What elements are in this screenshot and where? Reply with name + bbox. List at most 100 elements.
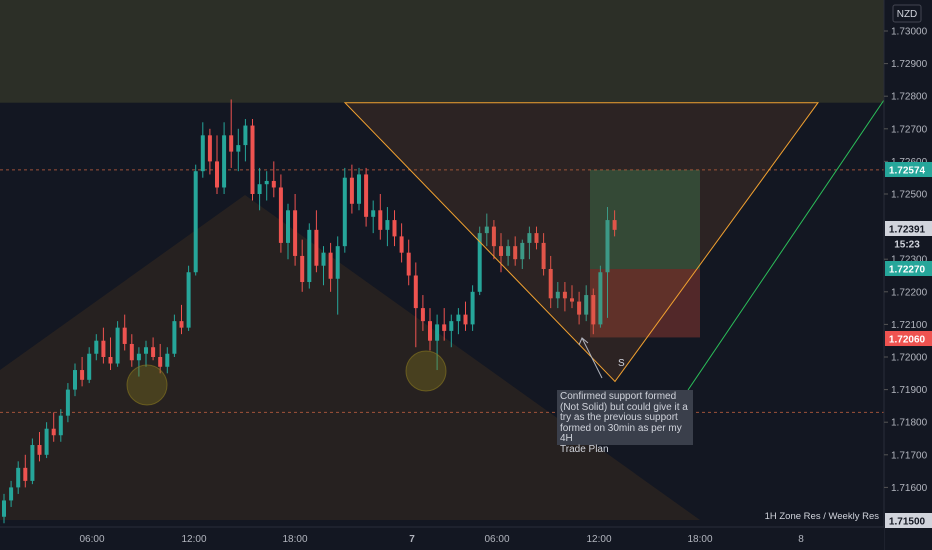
candle[interactable] bbox=[371, 200, 376, 234]
candle[interactable] bbox=[321, 246, 326, 286]
candle[interactable] bbox=[420, 295, 425, 331]
candle[interactable] bbox=[435, 314, 440, 371]
candles[interactable] bbox=[2, 99, 617, 524]
candle[interactable] bbox=[541, 233, 546, 276]
candle[interactable] bbox=[73, 363, 77, 397]
candle[interactable] bbox=[2, 493, 6, 524]
candle[interactable] bbox=[151, 337, 156, 361]
candle[interactable] bbox=[577, 291, 582, 325]
price-tag[interactable] bbox=[885, 331, 932, 346]
candle[interactable] bbox=[406, 239, 411, 286]
candle[interactable] bbox=[94, 334, 99, 361]
candle[interactable] bbox=[484, 213, 489, 247]
candle[interactable] bbox=[215, 135, 219, 194]
candle[interactable] bbox=[385, 207, 390, 247]
candle[interactable] bbox=[65, 383, 70, 423]
candle[interactable] bbox=[335, 236, 340, 315]
candle[interactable] bbox=[44, 422, 49, 459]
candle[interactable] bbox=[399, 223, 404, 263]
candle[interactable] bbox=[555, 282, 560, 309]
candle[interactable] bbox=[172, 314, 177, 357]
candle[interactable] bbox=[80, 357, 85, 387]
candle[interactable] bbox=[342, 167, 347, 253]
candle[interactable] bbox=[108, 337, 113, 371]
candle[interactable] bbox=[229, 99, 234, 168]
candle[interactable] bbox=[527, 226, 532, 260]
candle[interactable] bbox=[122, 314, 127, 351]
candle[interactable] bbox=[413, 262, 418, 348]
time-axis[interactable]: 06:00 12:00 18:00 7 06:00 12:00 18:00 8 bbox=[0, 526, 884, 550]
candle[interactable] bbox=[470, 285, 475, 331]
candle[interactable] bbox=[570, 285, 574, 309]
candle[interactable] bbox=[271, 161, 276, 198]
candle[interactable] bbox=[491, 220, 496, 260]
candle[interactable] bbox=[314, 210, 319, 273]
candle[interactable] bbox=[591, 288, 596, 335]
candle[interactable] bbox=[243, 119, 248, 162]
candle[interactable] bbox=[16, 461, 21, 494]
candle[interactable] bbox=[456, 308, 461, 335]
candle[interactable] bbox=[51, 412, 56, 442]
candle[interactable] bbox=[463, 301, 468, 331]
candle[interactable] bbox=[278, 174, 283, 253]
candle[interactable] bbox=[193, 164, 198, 276]
candle[interactable] bbox=[101, 327, 106, 364]
price-tag[interactable] bbox=[885, 236, 932, 251]
candle[interactable] bbox=[200, 122, 205, 178]
candle[interactable] bbox=[222, 122, 227, 194]
candle[interactable] bbox=[364, 167, 369, 227]
price-tag[interactable] bbox=[885, 261, 932, 276]
candle[interactable] bbox=[520, 239, 525, 269]
candle[interactable] bbox=[428, 308, 432, 351]
annotation-note[interactable]: Confirmed support formed (Not Solid) but… bbox=[557, 390, 693, 454]
candle[interactable] bbox=[605, 207, 610, 318]
candle[interactable] bbox=[442, 308, 447, 341]
candle[interactable] bbox=[506, 239, 511, 266]
trendline[interactable] bbox=[687, 99, 885, 391]
price-tag[interactable] bbox=[885, 221, 932, 236]
candle[interactable] bbox=[37, 431, 42, 462]
candle[interactable] bbox=[286, 203, 290, 260]
candle[interactable] bbox=[562, 282, 567, 312]
candle[interactable] bbox=[87, 347, 92, 384]
candle[interactable] bbox=[584, 285, 589, 322]
candle[interactable] bbox=[499, 233, 503, 273]
candle[interactable] bbox=[612, 210, 617, 237]
candle[interactable] bbox=[257, 167, 262, 211]
candle[interactable] bbox=[236, 128, 241, 172]
price-axis[interactable]: 1.730001.729001.728001.727001.726001.725… bbox=[883, 0, 932, 550]
support-circle-2[interactable] bbox=[405, 350, 447, 392]
candle[interactable] bbox=[548, 255, 553, 309]
currency-box[interactable] bbox=[892, 4, 922, 23]
candle[interactable] bbox=[477, 226, 482, 296]
candle[interactable] bbox=[378, 194, 383, 240]
candle[interactable] bbox=[207, 128, 212, 175]
price-tag[interactable] bbox=[885, 162, 932, 177]
candle[interactable] bbox=[328, 242, 333, 292]
resistance-zone[interactable] bbox=[0, 0, 884, 103]
candle[interactable] bbox=[357, 167, 361, 211]
candle[interactable] bbox=[58, 409, 63, 442]
candle[interactable] bbox=[136, 347, 141, 377]
stop-loss-zone[interactable] bbox=[590, 268, 700, 338]
candle[interactable] bbox=[186, 265, 191, 331]
candle[interactable] bbox=[264, 171, 269, 201]
candle[interactable] bbox=[513, 236, 518, 266]
support-circle-1[interactable] bbox=[126, 364, 168, 406]
candle[interactable] bbox=[179, 304, 184, 335]
candle[interactable] bbox=[158, 343, 163, 374]
candle[interactable] bbox=[250, 119, 255, 201]
candle[interactable] bbox=[598, 265, 603, 328]
drawings-layer[interactable]: S 1H Zone Res / Weekly Res bbox=[126, 99, 885, 522]
candle[interactable] bbox=[23, 454, 28, 488]
candle[interactable] bbox=[144, 340, 148, 367]
candle[interactable] bbox=[300, 239, 305, 292]
candle[interactable] bbox=[293, 194, 298, 266]
candle[interactable] bbox=[115, 321, 120, 367]
candle[interactable] bbox=[165, 347, 170, 374]
candle[interactable] bbox=[9, 480, 14, 507]
candle[interactable] bbox=[129, 334, 134, 367]
candle[interactable] bbox=[30, 438, 35, 485]
candle[interactable] bbox=[392, 210, 397, 247]
